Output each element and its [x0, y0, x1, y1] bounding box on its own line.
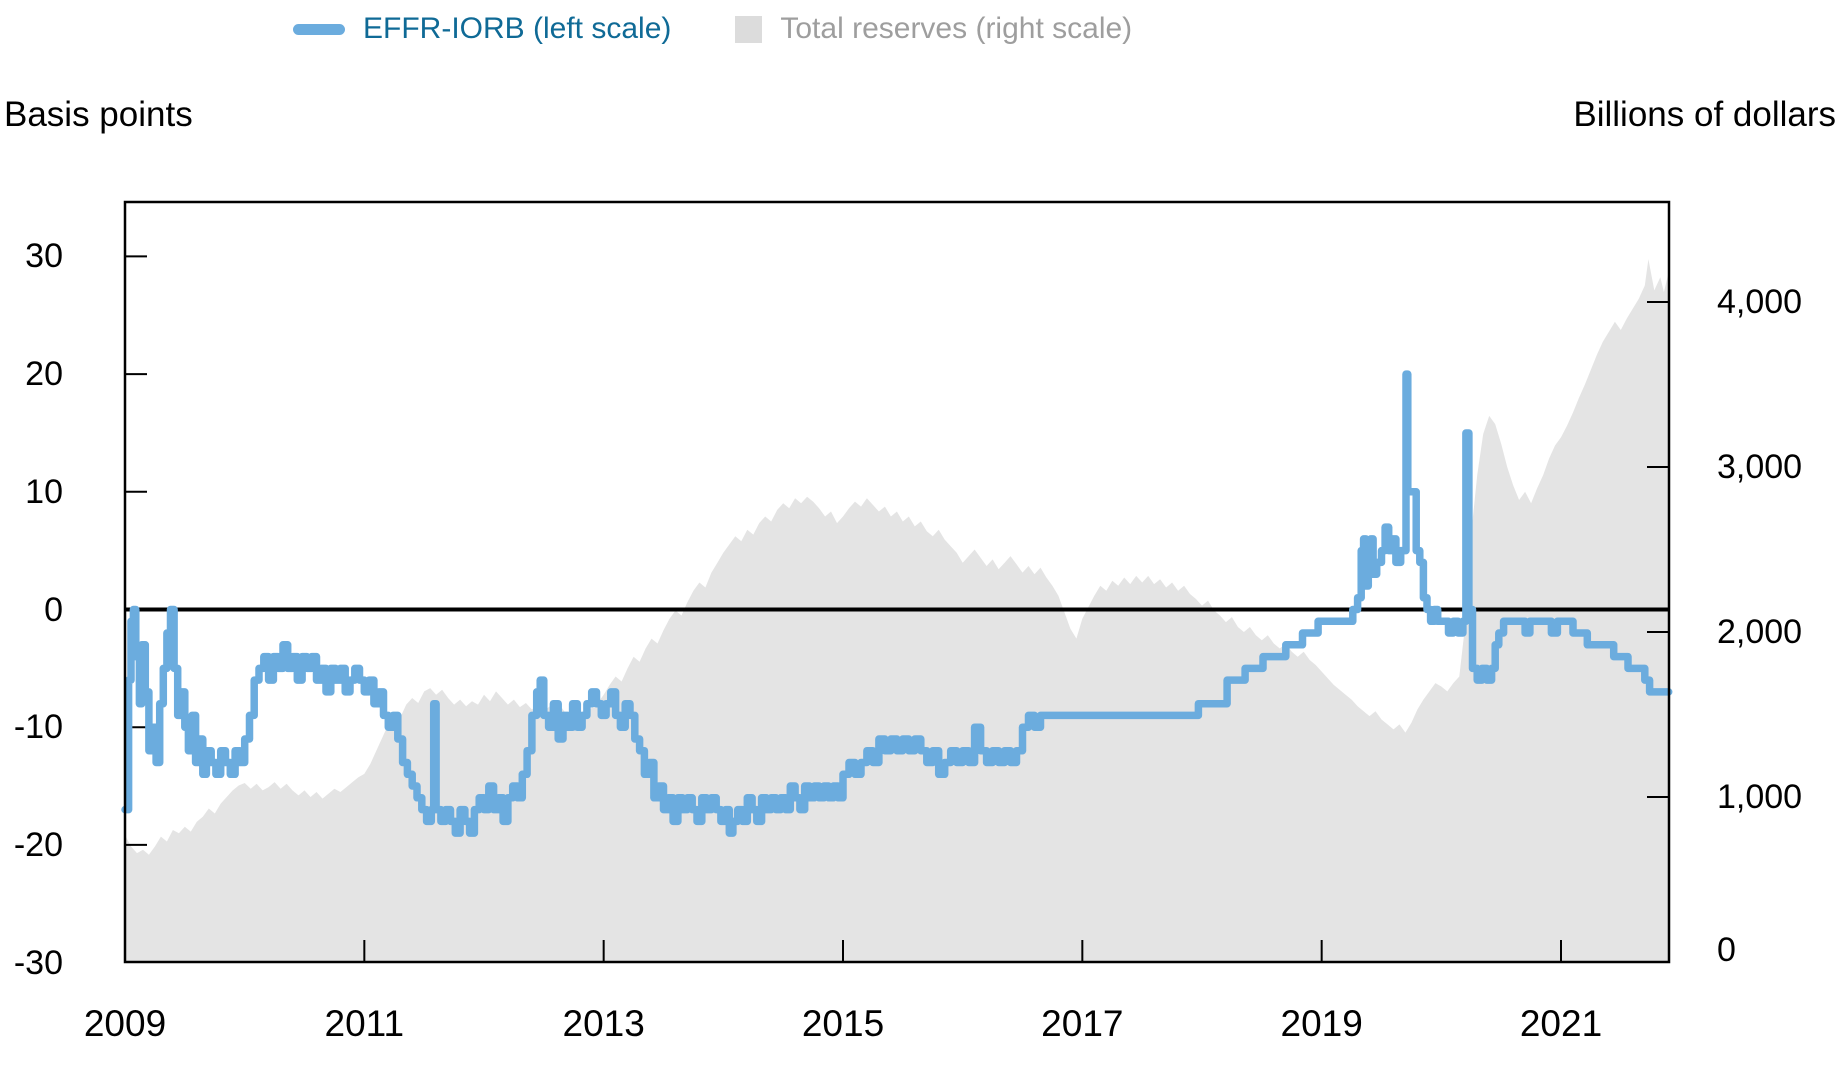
x-axis-tick-label: 2019 [1280, 1003, 1363, 1044]
x-axis-tick-label: 2021 [1519, 1003, 1603, 1044]
x-axis-tick-label: 2009 [83, 1003, 167, 1044]
right-axis-tick-label: 3,000 [1717, 448, 1803, 486]
right-axis-tick-label: 4,000 [1717, 283, 1803, 321]
plot-border [123, 200, 1671, 964]
right-axis-tick-label: 2,000 [1717, 613, 1803, 651]
left-axis-tick-label: 30 [25, 237, 63, 276]
legend-label-effr-iorb: EFFR-IORB (left scale) [363, 12, 672, 45]
left-axis-tick-label: -20 [13, 825, 63, 864]
x-axis-tick-label: 2017 [1041, 1003, 1124, 1044]
right-axis-tick-label: 0 [1717, 931, 1736, 969]
left-axis-title: Basis points [4, 95, 193, 134]
left-axis-tick-label: 0 [44, 590, 63, 629]
chart-legend: EFFR-IORB (left scale) Total reserves (r… [293, 10, 1132, 48]
x-axis-tick-label: 2011 [324, 1003, 405, 1044]
right-axis-title: Billions of dollars [1573, 95, 1836, 134]
right-axis-tick-label: 1,000 [1717, 778, 1803, 816]
x-axis-tick-label: 2015 [801, 1003, 885, 1044]
total-reserves-area-swatch-icon [735, 15, 763, 43]
left-axis-tick-label: -10 [13, 708, 63, 747]
axis-tick-marks [125, 255, 1669, 962]
legend-label-total-reserves: Total reserves (right scale) [780, 12, 1133, 45]
x-axis-tick-label: 2013 [562, 1003, 645, 1044]
legend-entry-total-reserves: Total reserves (right scale) [735, 10, 1132, 48]
legend-entry-effr-iorb: EFFR-IORB (left scale) [293, 10, 671, 48]
effr-iorb-line [121, 370, 1673, 837]
left-axis-tick-label: -30 [13, 943, 63, 982]
left-axis-tick-label: 20 [25, 355, 63, 394]
left-axis-tick-label: 10 [25, 472, 63, 511]
effr-iorb-line-swatch-icon [293, 23, 345, 35]
